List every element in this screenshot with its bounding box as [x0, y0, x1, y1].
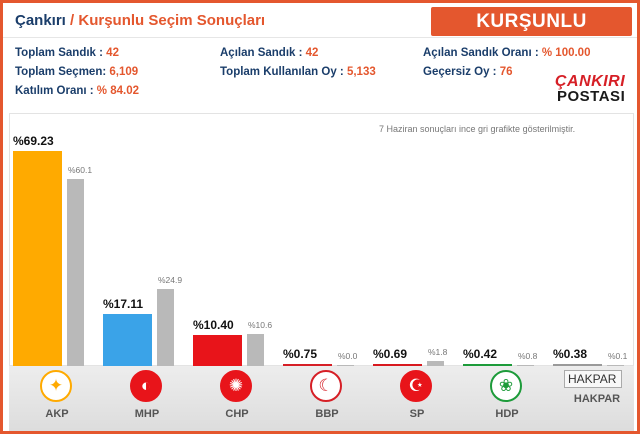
- party-mhp[interactable]: ◐ MHP: [102, 366, 192, 431]
- stat-value: 42: [305, 47, 319, 59]
- bar-hdp-previous[interactable]: [517, 364, 534, 367]
- value-label-hakpar: %0.38: [553, 347, 588, 361]
- page-title: Çankırı / Kurşunlu Seçim Sonuçları: [15, 12, 265, 29]
- stat-opened-ratio: Açılan Sandık Oranı : % 100.00: [423, 47, 590, 59]
- stat-value: 42: [106, 47, 119, 59]
- bar-akp-previous[interactable]: [67, 179, 84, 367]
- stat-value: 76: [499, 66, 513, 78]
- district-title: Kurşunlu Seçim Sonuçları: [78, 12, 266, 29]
- party-name-hdp: HDP: [495, 408, 519, 420]
- party-name-hakpar: HAKPAR: [573, 393, 621, 405]
- previous-label-chp: %10.6: [248, 319, 273, 330]
- chart-note: 7 Haziran sonuçları ince gri grafikte gö…: [379, 124, 576, 134]
- value-label-hdp: %0.42: [463, 347, 498, 361]
- party-hakpar[interactable]: HAKPAR HAKPAR: [552, 366, 637, 431]
- previous-label-bbp: %0.0: [338, 351, 358, 361]
- logo-line2: POSTASI: [557, 88, 626, 105]
- party-akp[interactable]: ✦ AKP: [12, 366, 102, 431]
- stat-label: Toplam Sandık :: [15, 47, 107, 59]
- party-name-mhp: MHP: [134, 408, 160, 420]
- hakpar-broken-image-icon: HAKPAR: [564, 370, 622, 388]
- bar-mhp-current[interactable]: [103, 313, 152, 367]
- value-label-bbp: %0.75: [283, 347, 318, 361]
- stat-total-voters: Toplam Seçmen: 6,109: [15, 66, 138, 78]
- party-name-bbp: BBP: [315, 408, 339, 420]
- party-strip: ✦ AKP ◐ MHP ✺ CHP ☾ BBP ☪ SP ❀ HDP HAKPAR HAKPAR: [9, 366, 634, 431]
- bar-chp-previous[interactable]: [247, 333, 264, 367]
- stat-opened-boxes: Açılan Sandık : 42: [220, 47, 318, 59]
- previous-label-hdp: %0.8: [518, 350, 538, 361]
- stat-total-boxes: Toplam Sandık : 42: [15, 47, 119, 59]
- party-bbp[interactable]: ☾ BBP: [282, 366, 372, 431]
- previous-label-hakpar: %0.1: [608, 351, 628, 361]
- bar-chp-current[interactable]: [193, 334, 242, 367]
- logo-line1: ÇANKIRI: [555, 73, 626, 90]
- stat-value: 5,133: [346, 66, 376, 78]
- bar-hdp-current[interactable]: [463, 364, 512, 367]
- bar-sp-previous[interactable]: [427, 361, 444, 367]
- stat-value: 6,109: [109, 66, 139, 78]
- district-badge: KURŞUNLU: [431, 7, 632, 36]
- party-name-chp: CHP: [225, 408, 249, 420]
- stat-label: Geçersiz Oy :: [423, 66, 500, 78]
- previous-label-sp: %1.8: [428, 347, 448, 358]
- previous-label-akp: %60.1: [68, 165, 93, 176]
- bar-hakpar-current[interactable]: [553, 364, 602, 367]
- bar-mhp-previous[interactable]: [157, 289, 174, 367]
- stat-label: Toplam Kullanılan Oy :: [220, 66, 347, 78]
- bar-sp-current[interactable]: [373, 364, 422, 367]
- header: Çankırı / Kurşunlu Seçim Sonuçları KURŞU…: [3, 3, 637, 38]
- bar-bbp-current[interactable]: [283, 364, 332, 367]
- bbp-logo-icon: ☾: [310, 370, 342, 402]
- stat-label: Toplam Seçmen:: [15, 66, 110, 78]
- bar-akp-current[interactable]: [13, 150, 62, 367]
- hdp-logo-icon: ❀: [490, 370, 522, 402]
- party-name-sp: SP: [409, 408, 425, 420]
- results-chart: 7 Haziran sonuçları ince gri grafikte gö…: [9, 113, 635, 367]
- cankiri-postasi-logo[interactable]: ÇANKIRI POSTASI: [549, 73, 635, 107]
- party-name-akp: AKP: [45, 408, 69, 420]
- stat-label: Açılan Sandık Oranı :: [423, 47, 542, 59]
- akp-logo-icon: ✦: [40, 370, 72, 402]
- stat-value: % 84.02: [96, 85, 139, 97]
- stat-value: % 100.00: [541, 47, 591, 59]
- stat-label: Açılan Sandık :: [220, 47, 306, 59]
- stat-votes-cast: Toplam Kullanılan Oy : 5,133: [220, 66, 376, 78]
- sp-logo-icon: ☪: [400, 370, 432, 402]
- value-label-mhp: %17.11: [103, 296, 144, 311]
- title-separator: /: [65, 12, 79, 29]
- previous-label-mhp: %24.9: [158, 275, 183, 286]
- value-label-chp: %10.40: [193, 317, 234, 332]
- party-sp[interactable]: ☪ SP: [372, 366, 462, 431]
- chp-logo-icon: ✺: [220, 370, 252, 402]
- party-hdp[interactable]: ❀ HDP: [462, 366, 552, 431]
- stats-panel: Toplam Sandık : 42 Açılan Sandık : 42 Aç…: [3, 41, 637, 107]
- value-label-sp: %0.69: [373, 347, 408, 361]
- stat-label: Katılım Oranı :: [15, 85, 97, 97]
- city-name[interactable]: Çankırı: [15, 12, 66, 29]
- value-label-akp: %69.23: [13, 133, 54, 148]
- stat-turnout: Katılım Oranı : % 84.02: [15, 85, 139, 97]
- bar-area: %69.23 %60.1 %17.11 %24.9 %10.40 %10.6 %0.75 %0…: [10, 114, 635, 367]
- mhp-logo-icon: ◐: [130, 370, 162, 402]
- party-chp[interactable]: ✺ CHP: [192, 366, 282, 431]
- stat-invalid-votes: Geçersiz Oy : 76: [423, 66, 513, 78]
